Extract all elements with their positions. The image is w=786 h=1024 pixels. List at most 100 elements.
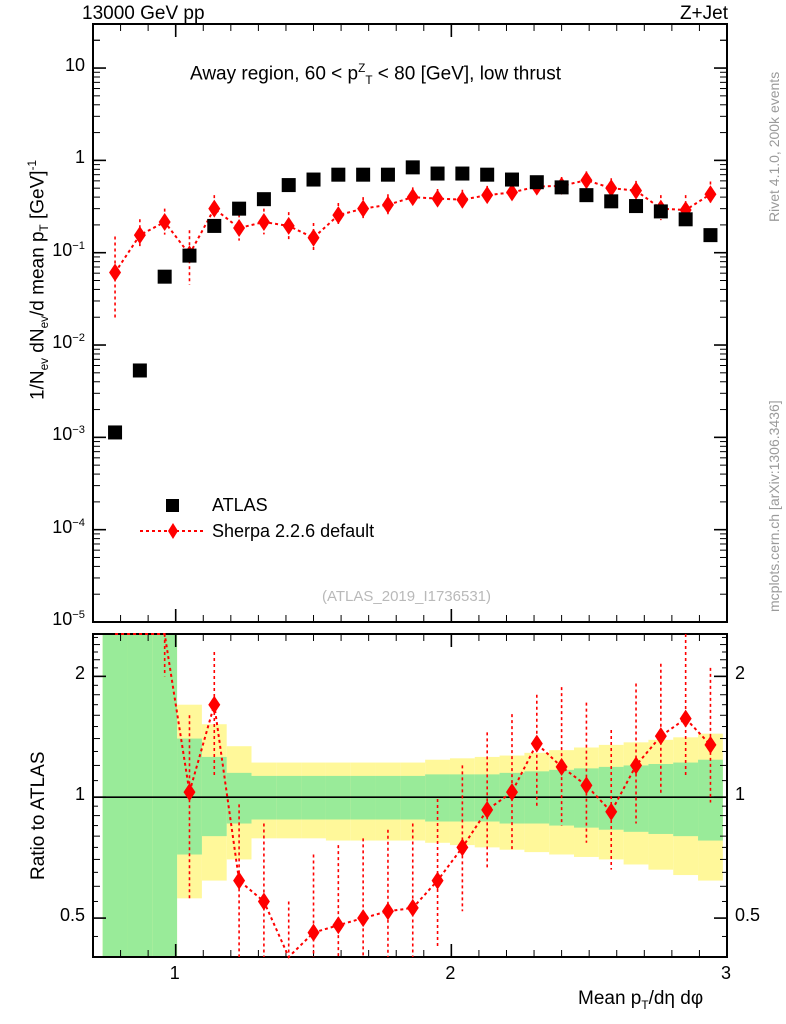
ratio-data-point (704, 735, 717, 754)
sherpa-data-point (109, 263, 122, 282)
legend-item-atlas[interactable]: ATLAS (138, 492, 374, 518)
atlas-data-point (678, 212, 693, 227)
sherpa-data-point (208, 199, 221, 218)
ratio-data-point (481, 800, 494, 819)
legend-item-sherpa[interactable]: Sherpa 2.2.6 default (138, 518, 374, 544)
atlas-data-point (504, 172, 519, 187)
sherpa-data-point (605, 179, 618, 198)
atlas-data-point (356, 167, 371, 182)
ratio-data-point (654, 727, 667, 746)
x-tick-label-1: 2 (445, 963, 456, 983)
ratio-band-green (648, 763, 674, 834)
ratio-data-point (580, 776, 593, 795)
atlas-data-point (306, 172, 321, 187)
legend-label-atlas: ATLAS (212, 494, 268, 515)
sherpa-data-point (456, 190, 469, 209)
atlas-data-point (554, 180, 569, 195)
ratio-data-point (233, 871, 246, 890)
header-left: 13000 GeV pp (82, 3, 205, 24)
atlas-data-point (405, 160, 420, 175)
legend-marker-diamond (140, 523, 206, 539)
ratio-y-tick-label-left-1: 1 (74, 784, 85, 805)
atlas-data-point (256, 192, 271, 207)
atlas-data-point (529, 175, 544, 190)
sherpa-data-point (704, 185, 717, 204)
ratio-data-point (530, 734, 543, 753)
sherpa-data-point (381, 195, 394, 214)
y-tick-label-6: 10−5 (52, 609, 85, 629)
sherpa-data-point (158, 213, 171, 232)
ratio-y-tick-label-right-0: 2 (735, 663, 746, 684)
sherpa-data-point (307, 228, 320, 247)
atlas-data-point (604, 194, 619, 209)
ratio-band-green (152, 634, 178, 957)
atlas-data-point (182, 248, 197, 263)
ratio-data-point (332, 916, 345, 935)
atlas-data-point (480, 167, 495, 182)
atlas-data-point (380, 167, 395, 182)
atlas-data-point (207, 218, 222, 233)
atlas-data-point (132, 363, 147, 378)
watermark: (ATLAS_2019_I1736531) (322, 588, 492, 605)
title-post: < 80 [GeV], low thrust (372, 63, 562, 85)
sherpa-data-point (630, 181, 643, 200)
sherpa-data-point (481, 186, 494, 205)
sherpa-data-point (431, 189, 444, 208)
sherpa-data-point (257, 213, 270, 232)
sherpa-data-point (357, 199, 370, 218)
title-pre: Away region, 60 < p (190, 63, 359, 85)
sherpa-data-point (282, 216, 295, 235)
ratio-y-tick-label-left-2: 0.5 (59, 905, 85, 926)
ratio-data-point (431, 871, 444, 890)
ratio-data-point (679, 709, 692, 728)
ratio-data-point (555, 757, 568, 776)
title-sub: T (365, 74, 373, 88)
atlas-data-point (232, 201, 247, 216)
legend-marker-square (166, 499, 179, 512)
xlbl-b: /dη dφ (648, 988, 704, 1009)
ratio-data-point (406, 898, 419, 917)
ratio-data-point (605, 802, 618, 821)
y-tick-label-4: 10−3 (52, 424, 85, 445)
atlas-data-point (703, 228, 718, 243)
atlas-data-point (629, 199, 644, 214)
ratio-y-tick-label-right-2: 0.5 (735, 905, 761, 926)
sherpa-data-point (332, 206, 345, 225)
atlas-data-point (455, 166, 470, 181)
xlbl-a-sub: T (641, 998, 649, 1012)
ratio-data-point (183, 783, 196, 802)
ratio-band-green (226, 772, 252, 824)
atlas-data-point (331, 167, 346, 182)
ratio-data-point (208, 695, 221, 714)
y-tick-label-5: 10−4 (52, 516, 85, 537)
ratio-data-point (456, 838, 469, 857)
ratio-band-green (127, 634, 153, 957)
y-tick-label-0: 10 (64, 55, 85, 76)
ratio-y-tick-label-left-0: 2 (74, 663, 85, 684)
ratio-panel-frame (92, 633, 728, 958)
x-tick-label-0: 1 (169, 963, 180, 983)
ratio-data-point (505, 783, 518, 802)
y-tick-label-2: 10−1 (52, 239, 85, 260)
ratio-data-point (307, 923, 320, 942)
sherpa-data-point (580, 171, 593, 190)
header-right: Z+Jet (679, 3, 728, 24)
legend: ATLAS Sherpa 2.2.6 default (138, 492, 374, 544)
ratio-data-point (630, 756, 643, 775)
ratio-y-tick-label-right-1: 1 (735, 784, 746, 805)
sherpa-data-point (133, 226, 146, 245)
atlas-data-point (281, 178, 296, 193)
sherpa-data-point (406, 188, 419, 207)
xlbl-a: Mean p (578, 988, 642, 1009)
ratio-data-point (381, 902, 394, 921)
ratio-data-point (257, 892, 270, 911)
sherpa-data-point (505, 183, 518, 202)
plot-title: Away region, 60 < pZT < 80 [GeV], low th… (190, 62, 561, 87)
y-tick-label-3: 10−2 (52, 332, 85, 353)
atlas-data-point (653, 204, 668, 219)
atlas-data-point (430, 166, 445, 181)
sherpa-data-point (233, 219, 246, 238)
atlas-data-point (108, 425, 123, 440)
ratio-data-point (357, 909, 370, 928)
